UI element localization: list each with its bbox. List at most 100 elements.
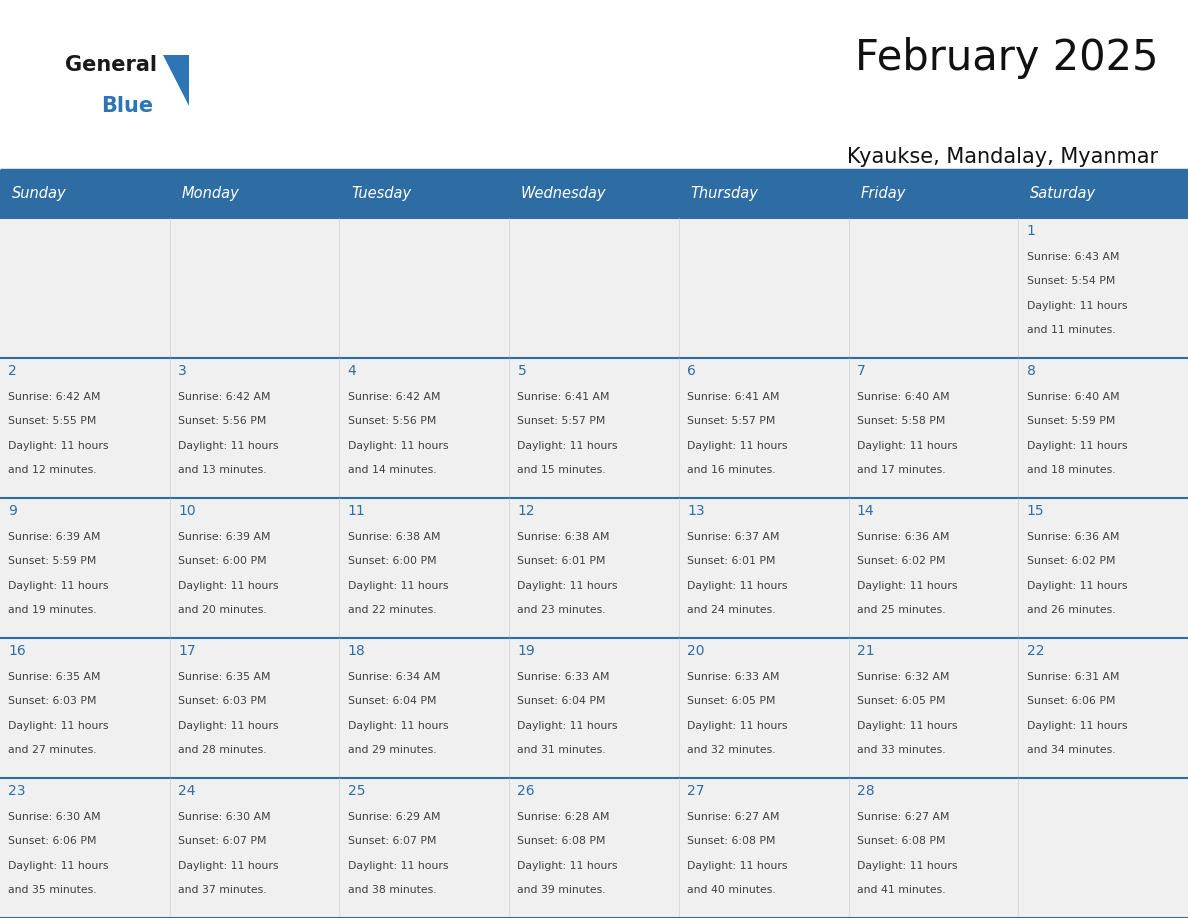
Text: and 35 minutes.: and 35 minutes. bbox=[8, 886, 97, 895]
Text: 12: 12 bbox=[518, 504, 535, 518]
Bar bbox=[170, 358, 340, 498]
Bar bbox=[340, 638, 510, 778]
Text: Sunset: 6:03 PM: Sunset: 6:03 PM bbox=[178, 697, 266, 706]
Bar bbox=[678, 498, 848, 638]
Bar bbox=[678, 778, 848, 918]
Text: 11: 11 bbox=[348, 504, 366, 518]
Text: Sunset: 6:07 PM: Sunset: 6:07 PM bbox=[178, 836, 266, 846]
Bar bbox=[510, 778, 678, 918]
Text: 13: 13 bbox=[687, 504, 704, 518]
Bar bbox=[340, 498, 510, 638]
Text: Sunrise: 6:40 AM: Sunrise: 6:40 AM bbox=[1026, 392, 1119, 401]
Bar bbox=[0, 778, 170, 918]
Bar bbox=[170, 638, 340, 778]
Text: and 40 minutes.: and 40 minutes. bbox=[687, 886, 776, 895]
Text: 26: 26 bbox=[518, 784, 535, 799]
Text: Daylight: 11 hours: Daylight: 11 hours bbox=[8, 861, 109, 871]
Text: 19: 19 bbox=[518, 644, 536, 658]
Text: Sunset: 6:04 PM: Sunset: 6:04 PM bbox=[348, 697, 436, 706]
Text: Sunrise: 6:42 AM: Sunrise: 6:42 AM bbox=[348, 392, 441, 401]
Text: Daylight: 11 hours: Daylight: 11 hours bbox=[8, 581, 109, 591]
Text: 1: 1 bbox=[1026, 224, 1036, 238]
Text: 24: 24 bbox=[178, 784, 196, 799]
Text: and 22 minutes.: and 22 minutes. bbox=[348, 605, 436, 615]
Bar bbox=[170, 218, 340, 358]
Text: Sunrise: 6:42 AM: Sunrise: 6:42 AM bbox=[178, 392, 271, 401]
Text: Daylight: 11 hours: Daylight: 11 hours bbox=[178, 581, 278, 591]
Bar bbox=[340, 778, 510, 918]
Text: and 20 minutes.: and 20 minutes. bbox=[178, 605, 267, 615]
Text: Sunset: 6:00 PM: Sunset: 6:00 PM bbox=[178, 556, 266, 566]
Bar bbox=[678, 638, 848, 778]
Text: Thursday: Thursday bbox=[690, 186, 759, 201]
Text: Daylight: 11 hours: Daylight: 11 hours bbox=[518, 861, 618, 871]
Text: 2: 2 bbox=[8, 364, 17, 378]
Bar bbox=[340, 358, 510, 498]
Text: Sunset: 6:03 PM: Sunset: 6:03 PM bbox=[8, 697, 96, 706]
Text: Daylight: 11 hours: Daylight: 11 hours bbox=[178, 441, 278, 451]
Text: and 14 minutes.: and 14 minutes. bbox=[348, 465, 436, 476]
Text: Daylight: 11 hours: Daylight: 11 hours bbox=[1026, 721, 1127, 731]
Text: 9: 9 bbox=[8, 504, 17, 518]
Text: and 41 minutes.: and 41 minutes. bbox=[857, 886, 946, 895]
Bar bbox=[340, 218, 510, 358]
Text: Sunset: 6:07 PM: Sunset: 6:07 PM bbox=[348, 836, 436, 846]
Text: Daylight: 11 hours: Daylight: 11 hours bbox=[8, 721, 109, 731]
Text: and 16 minutes.: and 16 minutes. bbox=[687, 465, 776, 476]
Text: 3: 3 bbox=[178, 364, 187, 378]
Bar bbox=[0, 358, 170, 498]
Text: Saturday: Saturday bbox=[1030, 186, 1097, 201]
Text: Sunday: Sunday bbox=[12, 186, 67, 201]
Text: and 15 minutes.: and 15 minutes. bbox=[518, 465, 606, 476]
Text: 8: 8 bbox=[1026, 364, 1036, 378]
Text: and 39 minutes.: and 39 minutes. bbox=[518, 886, 606, 895]
Bar bbox=[0, 218, 170, 358]
Text: and 29 minutes.: and 29 minutes. bbox=[348, 745, 436, 756]
Text: Daylight: 11 hours: Daylight: 11 hours bbox=[857, 441, 958, 451]
Bar bbox=[0, 638, 170, 778]
Text: and 13 minutes.: and 13 minutes. bbox=[178, 465, 266, 476]
Text: 15: 15 bbox=[1026, 504, 1044, 518]
Text: Sunset: 6:02 PM: Sunset: 6:02 PM bbox=[1026, 556, 1116, 566]
Text: and 34 minutes.: and 34 minutes. bbox=[1026, 745, 1116, 756]
Text: 16: 16 bbox=[8, 644, 26, 658]
Text: Daylight: 11 hours: Daylight: 11 hours bbox=[348, 861, 448, 871]
Text: and 24 minutes.: and 24 minutes. bbox=[687, 605, 776, 615]
Text: and 23 minutes.: and 23 minutes. bbox=[518, 605, 606, 615]
Text: Daylight: 11 hours: Daylight: 11 hours bbox=[857, 861, 958, 871]
Text: Daylight: 11 hours: Daylight: 11 hours bbox=[1026, 300, 1127, 310]
Bar bbox=[1018, 638, 1188, 778]
Text: 10: 10 bbox=[178, 504, 196, 518]
Bar bbox=[510, 358, 678, 498]
Text: Sunrise: 6:36 AM: Sunrise: 6:36 AM bbox=[1026, 532, 1119, 542]
Text: 5: 5 bbox=[518, 364, 526, 378]
Text: Sunrise: 6:43 AM: Sunrise: 6:43 AM bbox=[1026, 252, 1119, 262]
Text: Sunrise: 6:39 AM: Sunrise: 6:39 AM bbox=[178, 532, 271, 542]
Bar bbox=[678, 218, 848, 358]
Text: Daylight: 11 hours: Daylight: 11 hours bbox=[857, 581, 958, 591]
Text: Sunset: 6:02 PM: Sunset: 6:02 PM bbox=[857, 556, 946, 566]
Text: Daylight: 11 hours: Daylight: 11 hours bbox=[8, 441, 109, 451]
Text: 20: 20 bbox=[687, 644, 704, 658]
Bar bbox=[848, 638, 1018, 778]
Text: General: General bbox=[65, 55, 157, 75]
Text: and 17 minutes.: and 17 minutes. bbox=[857, 465, 946, 476]
Bar bbox=[848, 218, 1018, 358]
Text: 14: 14 bbox=[857, 504, 874, 518]
Text: Sunrise: 6:30 AM: Sunrise: 6:30 AM bbox=[178, 812, 271, 822]
Text: Sunset: 6:08 PM: Sunset: 6:08 PM bbox=[857, 836, 946, 846]
Bar bbox=[848, 358, 1018, 498]
Text: Sunrise: 6:35 AM: Sunrise: 6:35 AM bbox=[178, 672, 271, 682]
Text: Sunset: 5:59 PM: Sunset: 5:59 PM bbox=[8, 556, 96, 566]
Text: Sunset: 5:56 PM: Sunset: 5:56 PM bbox=[178, 416, 266, 426]
Text: and 27 minutes.: and 27 minutes. bbox=[8, 745, 97, 756]
Text: 6: 6 bbox=[687, 364, 696, 378]
Text: Daylight: 11 hours: Daylight: 11 hours bbox=[857, 721, 958, 731]
Bar bbox=[1018, 498, 1188, 638]
Text: Sunrise: 6:40 AM: Sunrise: 6:40 AM bbox=[857, 392, 949, 401]
Text: Sunset: 6:05 PM: Sunset: 6:05 PM bbox=[687, 697, 776, 706]
Text: Sunset: 5:57 PM: Sunset: 5:57 PM bbox=[518, 416, 606, 426]
Text: Monday: Monday bbox=[182, 186, 239, 201]
Text: Daylight: 11 hours: Daylight: 11 hours bbox=[687, 721, 788, 731]
Text: Sunset: 5:57 PM: Sunset: 5:57 PM bbox=[687, 416, 776, 426]
